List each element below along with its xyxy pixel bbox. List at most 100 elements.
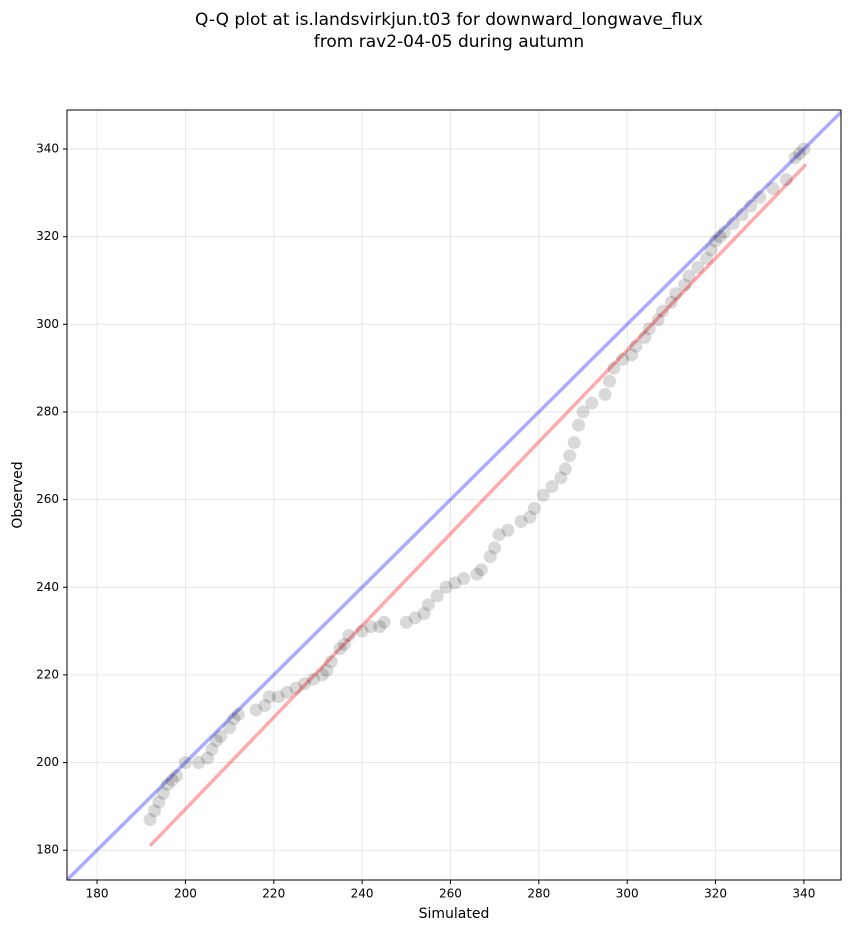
- point: [678, 278, 692, 292]
- point: [249, 703, 263, 717]
- point: [214, 729, 228, 743]
- point: [333, 642, 347, 656]
- point: [779, 173, 793, 187]
- x-tick-label: 280: [527, 887, 550, 901]
- point: [691, 260, 705, 274]
- point: [488, 541, 502, 555]
- y-tick-label: 320: [36, 229, 59, 243]
- point: [527, 501, 541, 515]
- x-tick-label: 320: [704, 887, 727, 901]
- point: [417, 607, 431, 621]
- point: [709, 234, 723, 248]
- point: [669, 287, 683, 301]
- point: [572, 418, 586, 432]
- point: [700, 252, 714, 266]
- y-tick-label: 240: [36, 580, 59, 594]
- point: [501, 523, 515, 537]
- point: [280, 685, 294, 699]
- point: [161, 777, 175, 791]
- x-tick-label: 200: [174, 887, 197, 901]
- point: [200, 751, 214, 765]
- point: [262, 690, 276, 704]
- point: [227, 712, 241, 726]
- y-tick-label: 300: [36, 317, 59, 331]
- point: [289, 681, 303, 695]
- point: [651, 313, 665, 327]
- point: [355, 624, 369, 638]
- point: [324, 655, 338, 669]
- point: [470, 567, 484, 581]
- point: [642, 322, 656, 336]
- point: [337, 637, 351, 651]
- point: [147, 804, 161, 818]
- plot-area: [67, 110, 841, 880]
- point: [430, 589, 444, 603]
- point: [625, 348, 639, 362]
- x-tick-label: 220: [262, 887, 285, 901]
- point: [638, 330, 652, 344]
- y-tick-label: 280: [36, 404, 59, 418]
- point: [744, 199, 758, 213]
- point: [567, 436, 581, 450]
- point: [753, 190, 767, 204]
- point: [373, 620, 387, 634]
- y-tick-label: 220: [36, 667, 59, 681]
- point: [607, 361, 621, 375]
- point: [726, 217, 740, 231]
- point: [342, 628, 356, 642]
- point: [192, 756, 206, 770]
- reference-line: [148, 163, 808, 848]
- y-tick-label: 180: [36, 843, 59, 857]
- point: [178, 756, 192, 770]
- point: [682, 269, 696, 283]
- point: [788, 151, 802, 165]
- reference-line: [67, 110, 841, 880]
- point: [598, 387, 612, 401]
- point: [170, 769, 184, 783]
- point: [766, 181, 780, 195]
- point: [315, 668, 329, 682]
- y-tick-label: 340: [36, 142, 59, 156]
- point: [585, 396, 599, 410]
- point: [421, 598, 435, 612]
- point: [558, 462, 572, 476]
- point: [152, 795, 166, 809]
- point: [523, 510, 537, 524]
- point: [483, 550, 497, 564]
- point: [713, 230, 727, 244]
- chart-title: Q-Q plot at is.landsvirkjun.t03 for down…: [195, 10, 703, 30]
- x-tick-label: 180: [86, 887, 109, 901]
- x-tick-label: 240: [351, 887, 374, 901]
- point: [656, 304, 670, 318]
- point: [554, 471, 568, 485]
- point: [143, 813, 157, 827]
- point: [399, 615, 413, 629]
- plot-frame: [66, 109, 842, 881]
- point: [377, 615, 391, 629]
- point: [439, 580, 453, 594]
- point: [735, 208, 749, 222]
- x-tick-label: 340: [792, 887, 815, 901]
- point: [603, 374, 617, 388]
- point: [717, 225, 731, 239]
- point: [408, 611, 422, 625]
- point: [563, 449, 577, 463]
- point: [209, 734, 223, 748]
- point: [664, 295, 678, 309]
- point: [448, 576, 462, 590]
- point: [156, 786, 170, 800]
- point: [320, 664, 334, 678]
- point: [271, 690, 285, 704]
- y-tick-label: 260: [36, 492, 59, 506]
- point: [364, 620, 378, 634]
- point: [223, 720, 237, 734]
- point: [457, 571, 471, 585]
- x-tick-label: 260: [439, 887, 462, 901]
- point: [165, 773, 179, 787]
- point: [231, 707, 245, 721]
- x-tick-label: 300: [616, 887, 639, 901]
- point: [205, 742, 219, 756]
- point: [616, 352, 630, 366]
- point: [536, 488, 550, 502]
- y-tick-label: 200: [36, 755, 59, 769]
